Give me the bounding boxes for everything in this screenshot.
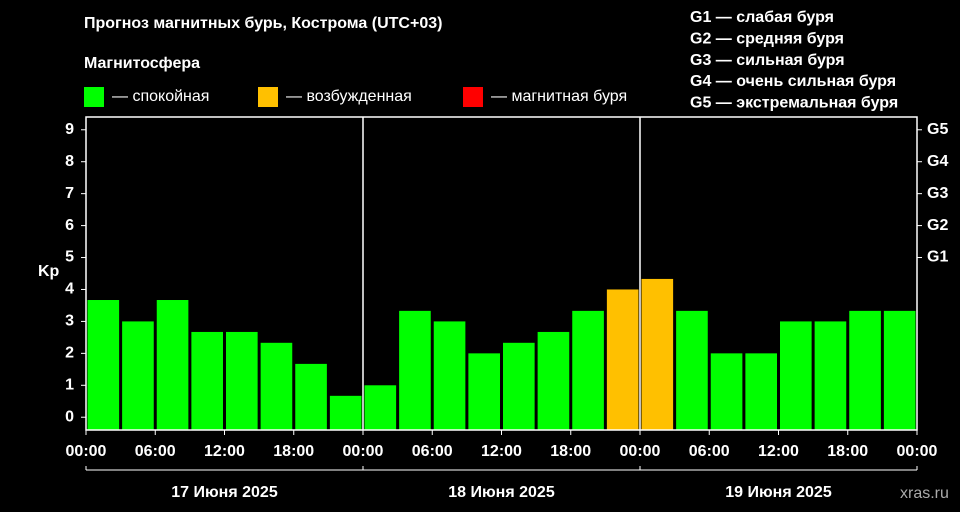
bar xyxy=(572,310,604,430)
legend-label: — спокойная xyxy=(112,88,209,105)
watermark: xras.ru xyxy=(900,485,949,502)
y-tick-label: 0 xyxy=(65,408,74,425)
x-tick-label: 00:00 xyxy=(343,443,384,460)
storm-scale-item: G1 — слабая буря xyxy=(690,9,834,26)
bar xyxy=(156,300,189,430)
x-tick-label: 00:00 xyxy=(897,443,938,460)
legend-label: — возбужденная xyxy=(286,88,412,105)
storm-scale-item: G5 — экстремальная буря xyxy=(690,94,898,111)
bar xyxy=(537,331,570,430)
bar xyxy=(641,278,674,430)
y-tick-label: 3 xyxy=(65,313,74,330)
bar xyxy=(87,300,120,430)
bar xyxy=(295,363,327,430)
bar xyxy=(710,353,743,430)
y2-tick-label: G1 xyxy=(927,249,948,266)
y2-tick-label: G4 xyxy=(927,153,948,170)
x-tick-label: 12:00 xyxy=(758,443,799,460)
x-tick-label: 00:00 xyxy=(620,443,661,460)
x-tick-label: 18:00 xyxy=(827,443,868,460)
legend-label: — магнитная буря xyxy=(491,88,627,105)
chart-title: Прогноз магнитных бурь, Кострома (UTC+03… xyxy=(84,15,442,32)
storm-scale-item: G4 — очень сильная буря xyxy=(690,73,896,90)
day-label: 19 Июня 2025 xyxy=(725,484,832,501)
x-tick-label: 12:00 xyxy=(481,443,522,460)
bar xyxy=(399,310,431,430)
day-bracket xyxy=(639,466,918,471)
bar xyxy=(122,321,154,430)
bar xyxy=(433,321,466,430)
legend-swatch xyxy=(463,87,483,107)
x-tick-label: 00:00 xyxy=(66,443,107,460)
y-tick-label: 6 xyxy=(65,217,74,234)
bar xyxy=(503,342,535,430)
bar xyxy=(849,310,881,430)
bar xyxy=(745,353,777,430)
storm-scale-item: G3 — сильная буря xyxy=(690,52,845,69)
bar xyxy=(260,342,293,430)
y-tick-label: 8 xyxy=(65,153,74,170)
bar xyxy=(883,310,916,430)
legend-title: Магнитосфера xyxy=(84,55,200,72)
bar xyxy=(468,353,500,430)
y-tick-label: 1 xyxy=(65,377,74,394)
x-tick-label: 06:00 xyxy=(689,443,730,460)
y2-tick-label: G2 xyxy=(927,217,948,234)
x-tick-label: 12:00 xyxy=(204,443,245,460)
x-tick-label: 18:00 xyxy=(550,443,591,460)
storm-scale-item: G2 — средняя буря xyxy=(690,31,844,48)
day-label: 18 Июня 2025 xyxy=(448,484,555,501)
bar xyxy=(329,395,362,430)
y-tick-label: 7 xyxy=(65,185,74,202)
y2-tick-label: G5 xyxy=(927,121,948,138)
y-tick-label: 2 xyxy=(65,345,74,362)
legend-swatch xyxy=(84,87,104,107)
y-tick-label: 4 xyxy=(65,281,74,298)
x-tick-label: 18:00 xyxy=(273,443,314,460)
bar xyxy=(191,331,223,430)
y-axis-label: Kp xyxy=(38,263,60,280)
x-tick-label: 06:00 xyxy=(412,443,453,460)
y-tick-label: 5 xyxy=(65,249,74,266)
bar xyxy=(364,385,397,430)
x-tick-label: 06:00 xyxy=(135,443,176,460)
legend-swatch xyxy=(258,87,278,107)
bar xyxy=(226,331,258,430)
bar xyxy=(780,321,812,430)
bar xyxy=(676,310,708,430)
y-tick-label: 9 xyxy=(65,121,74,138)
bar xyxy=(606,289,639,430)
y2-tick-label: G3 xyxy=(927,185,948,202)
bar xyxy=(814,321,847,430)
day-label: 17 Июня 2025 xyxy=(171,484,278,501)
